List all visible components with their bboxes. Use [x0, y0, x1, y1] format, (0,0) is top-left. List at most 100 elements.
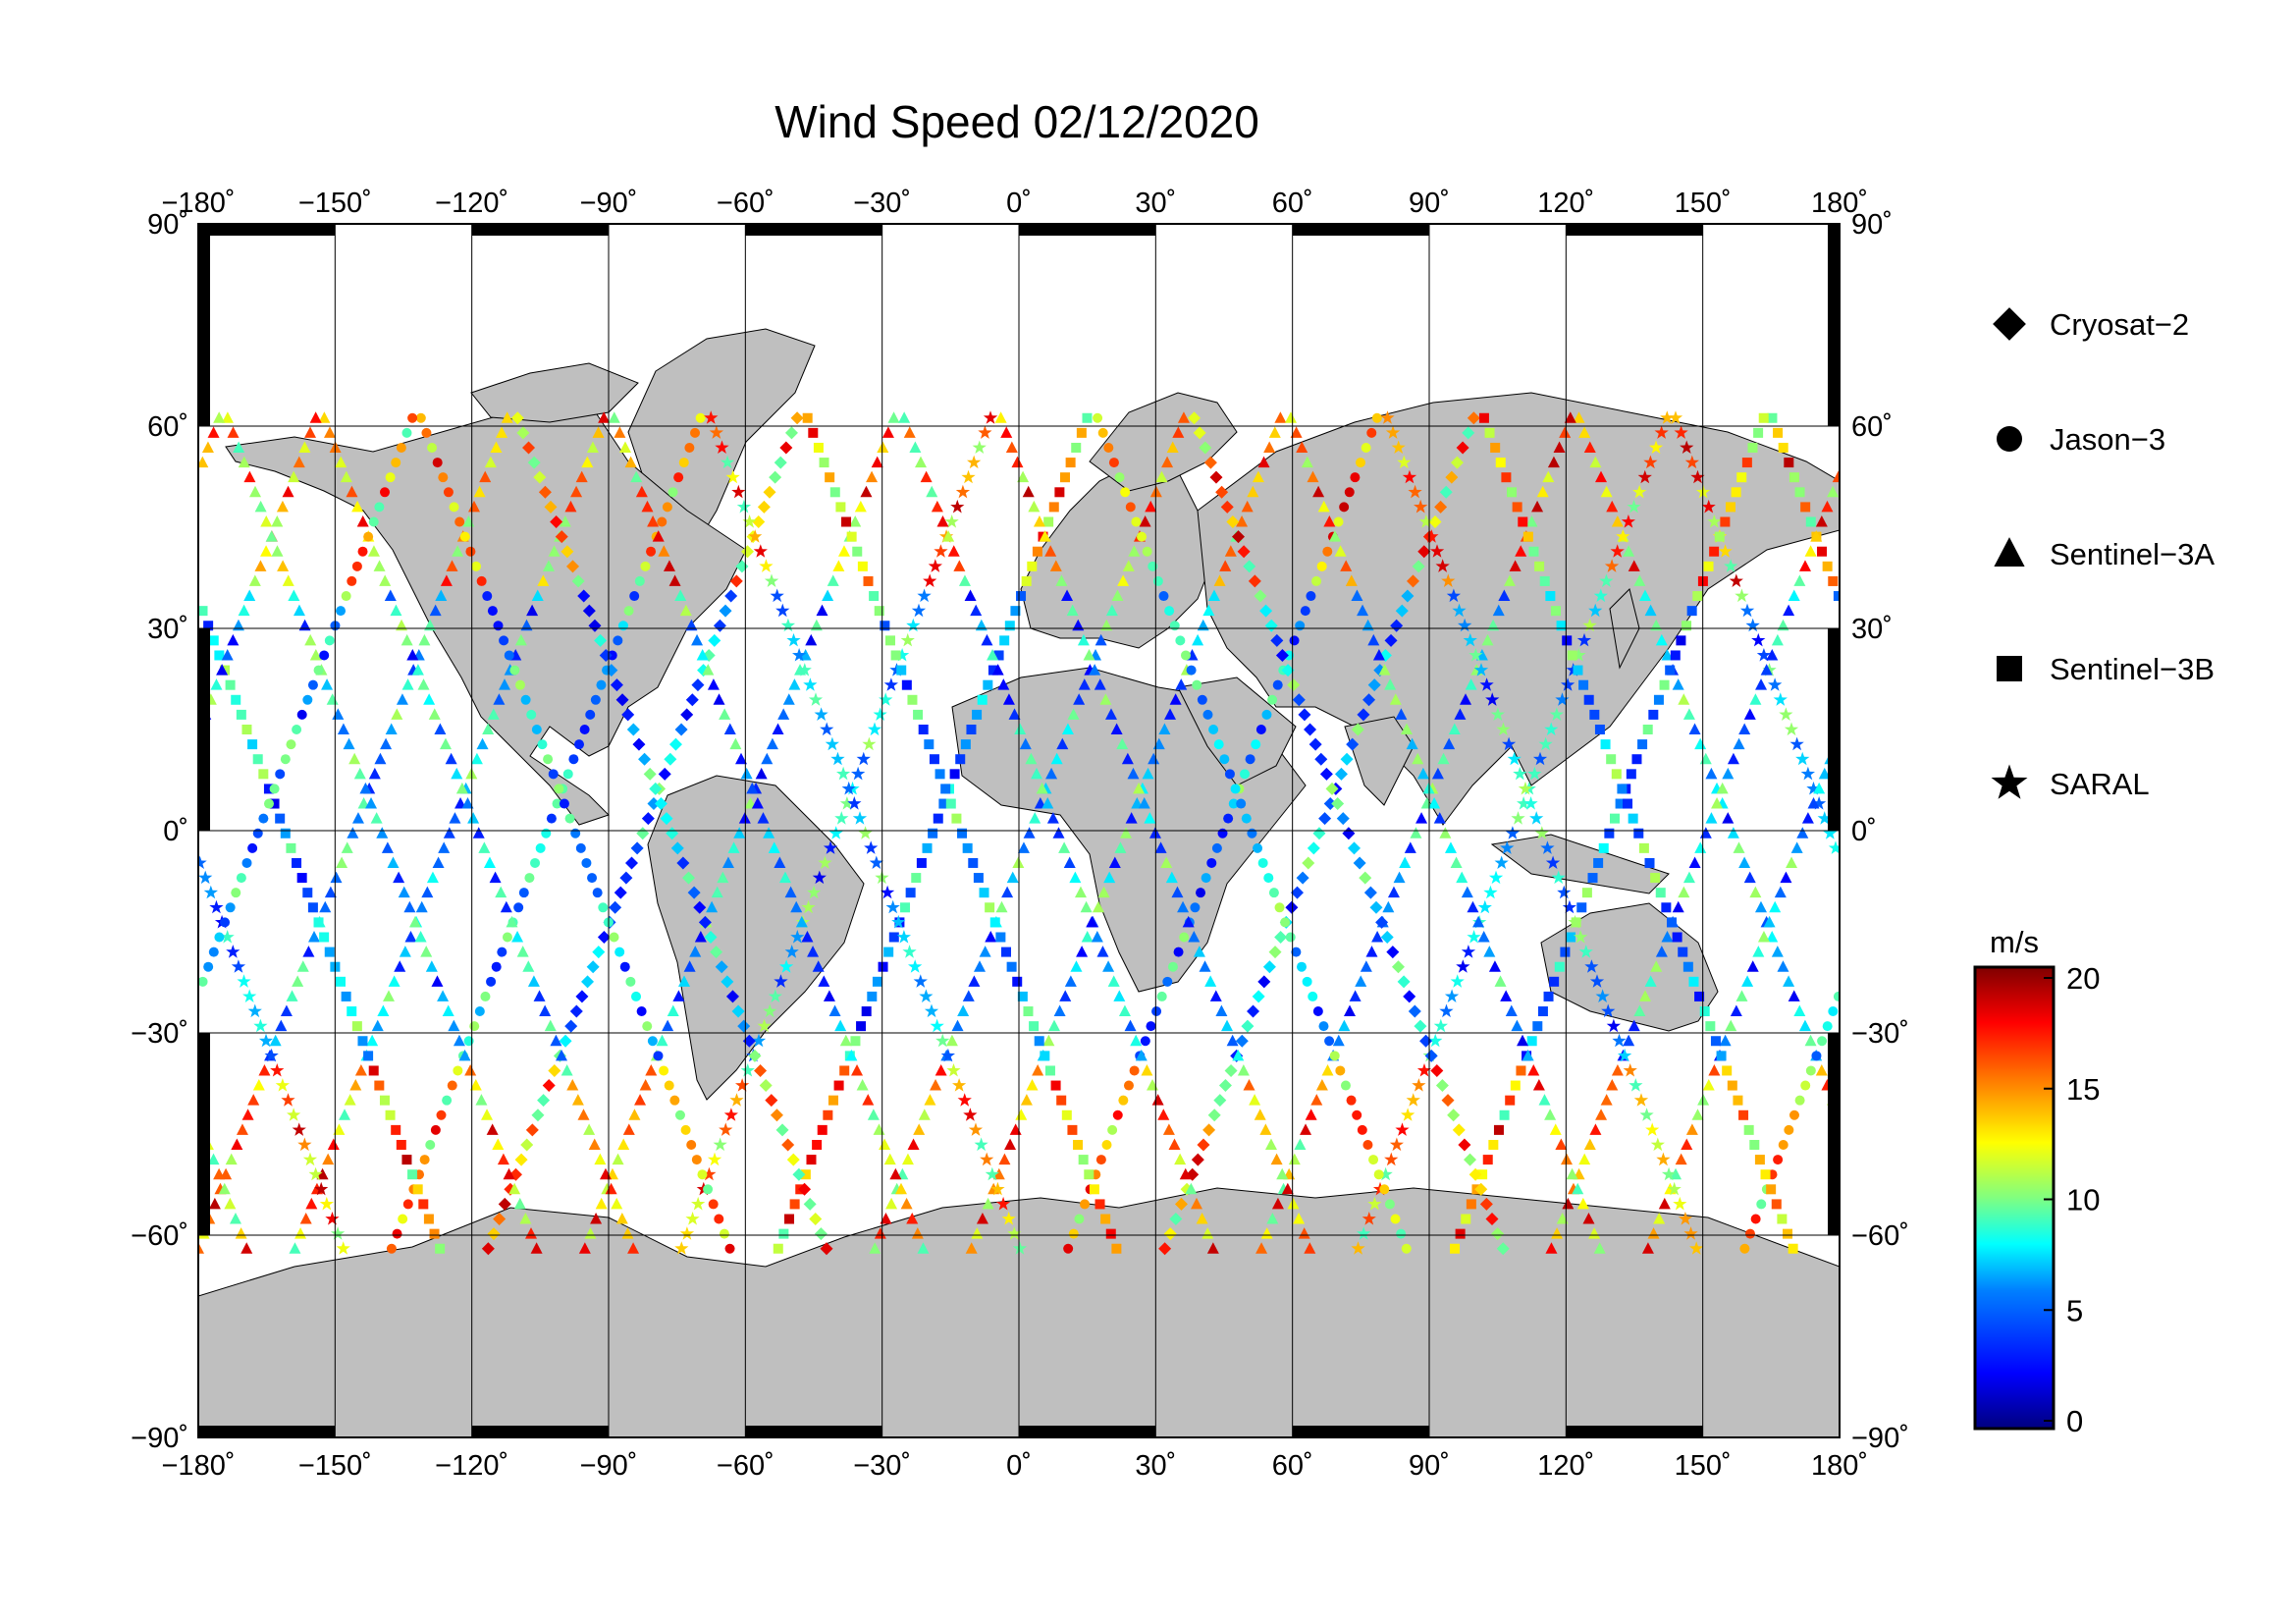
track-point — [548, 545, 561, 557]
track-point — [537, 574, 550, 586]
track-point — [1466, 1199, 1476, 1210]
track-point — [1295, 621, 1306, 631]
track-point — [1429, 544, 1445, 558]
track-point — [1165, 871, 1178, 884]
track-point — [1284, 411, 1297, 423]
track-point — [933, 813, 943, 824]
track-point — [1582, 1213, 1595, 1224]
track-point — [203, 961, 214, 972]
track-point — [424, 619, 437, 631]
track-point — [1415, 812, 1428, 824]
track-point — [1817, 811, 1832, 825]
track-point — [1188, 411, 1201, 425]
track-point — [425, 960, 438, 972]
track-point — [286, 990, 298, 1001]
track-point — [1044, 1065, 1055, 1076]
track-point — [596, 679, 607, 690]
track-point — [280, 754, 291, 765]
track-point — [800, 1169, 811, 1180]
track-point — [1061, 723, 1074, 734]
track-point — [337, 723, 349, 734]
track-point — [198, 1242, 204, 1254]
track-point — [1291, 947, 1302, 957]
frame-bar-right — [1828, 1033, 1840, 1235]
track-point — [1125, 812, 1138, 824]
track-point — [573, 739, 584, 750]
track-point — [636, 827, 650, 840]
track-point — [1351, 723, 1364, 736]
track-point — [934, 1063, 947, 1076]
track-point — [1777, 619, 1789, 631]
track-point — [1401, 589, 1415, 603]
track-point — [952, 1078, 967, 1092]
track-point — [1206, 857, 1217, 868]
track-point — [513, 1197, 526, 1210]
track-point — [435, 589, 448, 602]
track-point — [1743, 871, 1756, 884]
track-point — [1172, 426, 1185, 438]
track-point — [1633, 1004, 1646, 1017]
track-point — [1793, 574, 1806, 586]
track-point — [1769, 900, 1782, 913]
track-point — [1600, 1094, 1613, 1106]
track-point — [940, 784, 951, 794]
map-title: Wind Speed 02/12/2020 — [774, 96, 1259, 147]
track-point — [1545, 591, 1556, 602]
track-point — [1437, 752, 1450, 765]
track-point — [702, 1166, 717, 1181]
track-point — [818, 975, 830, 987]
track-point — [1505, 1004, 1518, 1017]
track-point — [1583, 441, 1596, 453]
track-point — [292, 1122, 306, 1136]
track-point — [423, 693, 436, 705]
track-point — [746, 782, 759, 794]
track-point — [674, 1109, 685, 1120]
track-point — [396, 619, 408, 631]
track-point — [374, 1080, 385, 1091]
track-point — [1507, 751, 1522, 766]
track-point — [1594, 725, 1605, 734]
track-point — [945, 1034, 958, 1047]
track-point — [1033, 515, 1045, 527]
track-point — [1463, 632, 1477, 647]
track-point — [1158, 591, 1169, 602]
track-point — [1289, 635, 1300, 646]
track-point — [1633, 828, 1644, 839]
track-point — [617, 1138, 630, 1150]
lon-axis-top: −180˚ −150˚ −120˚ −90˚ −60˚ −30˚ 0˚ 30˚ 60˚ 90˚ 12… — [162, 188, 1869, 219]
track-point — [1682, 708, 1695, 720]
track-point — [1539, 575, 1550, 586]
track-point — [1749, 693, 1762, 705]
track-point — [417, 678, 430, 690]
track-point — [1123, 1080, 1134, 1091]
track-point — [666, 827, 679, 840]
track-point — [404, 930, 417, 943]
track-point — [335, 976, 346, 987]
track-point — [1149, 485, 1162, 498]
track-point — [1418, 514, 1433, 528]
track-point — [535, 842, 546, 853]
track-point — [1163, 1227, 1177, 1241]
track-point — [224, 1197, 237, 1210]
track-point — [1445, 470, 1459, 484]
track-point — [955, 484, 971, 499]
track-point — [1355, 975, 1367, 987]
track-point — [419, 1155, 430, 1165]
track-point — [525, 1123, 539, 1137]
track-point — [1164, 606, 1175, 617]
track-point — [1395, 708, 1408, 720]
track-point — [1158, 723, 1171, 734]
track-point — [1705, 1021, 1716, 1032]
track-point — [233, 441, 245, 453]
frame-bar-bottom — [471, 1426, 609, 1437]
track-point — [751, 1033, 767, 1048]
track-point — [1384, 1152, 1399, 1166]
track-point — [1467, 900, 1479, 913]
lon-tick-label-bottom: 30˚ — [1135, 1450, 1176, 1482]
track-point — [351, 561, 362, 571]
track-point — [493, 1213, 507, 1226]
track-point — [216, 664, 229, 676]
track-point — [1488, 870, 1504, 885]
track-point — [1600, 739, 1611, 750]
lat-tick-label-left: −90˚ — [131, 1423, 188, 1454]
